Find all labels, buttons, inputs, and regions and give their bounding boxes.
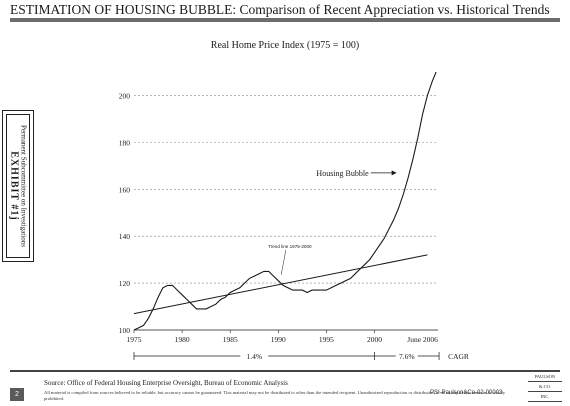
y-tick-label: 100 (119, 326, 131, 335)
footer-divider (10, 370, 560, 372)
x-tick-label: 1975 (127, 335, 142, 344)
firm-logo-line: PAULSON (528, 372, 562, 382)
title-divider (10, 18, 560, 22)
trend-line (133, 254, 428, 315)
exhibit-stamp-committee: Permanent Subcommittee on Investigations (19, 125, 28, 247)
exhibit-stamp: Permanent Subcommittee on Investigations… (2, 110, 34, 262)
x-tick-label: 1990 (271, 335, 286, 344)
x-tick-label: 1995 (319, 335, 334, 344)
chart-title: Real Home Price Index (1975 = 100) (210, 40, 360, 51)
page-title: ESTIMATION OF HOUSING BUBBLE: Comparison… (10, 2, 550, 17)
firm-logo: PAULSON & CO. INC. (528, 372, 562, 402)
exhibit-stamp-number: EXHIBIT #1j (8, 151, 20, 221)
bates-number: PSI-Paulson&Co-02-00003 (430, 390, 503, 396)
disclaimer-text: All material is compiled from sources be… (44, 390, 506, 401)
source-note: Source: Office of Federal Housing Enterp… (44, 379, 288, 387)
cagr-label: CAGR (448, 352, 469, 361)
trend-line-label: Trend line 1975-2000 (268, 244, 312, 249)
y-tick-label: 120 (119, 279, 131, 288)
firm-logo-line: INC. (528, 392, 562, 402)
y-tick-label: 200 (119, 91, 131, 100)
housing-bubble-line (133, 71, 437, 331)
exhibit-stamp-text: Permanent Subcommittee on Investigations… (9, 125, 28, 247)
firm-logo-line: & CO. (528, 382, 562, 392)
trend-line-pointer (280, 249, 287, 275)
page-number-badge: 2 (10, 388, 24, 401)
x-tick-label: 2000 (367, 335, 382, 344)
exhibit-stamp-border: Permanent Subcommittee on Investigations… (6, 114, 30, 258)
cagr-value-label: 7.6% (399, 352, 415, 361)
housing-bubble-label: Housing Bubble (316, 169, 369, 178)
y-tick-label: 180 (119, 138, 131, 147)
housing-bubble-arrow-head (391, 170, 397, 176)
y-tick-label: 160 (119, 185, 131, 194)
x-tick-label: 1980 (175, 335, 190, 344)
x-end-label: June 2006 (407, 335, 438, 344)
cagr-value-label: 1.4% (246, 352, 262, 361)
y-tick-label: 140 (119, 232, 131, 241)
x-tick-label: 1985 (223, 335, 238, 344)
